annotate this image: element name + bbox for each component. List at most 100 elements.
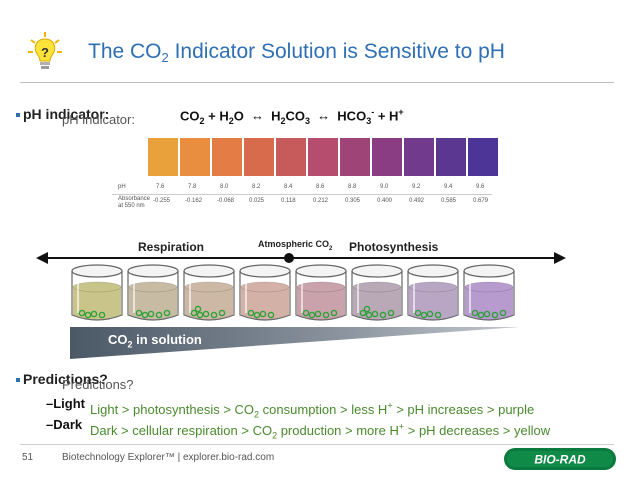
bullet-ph-indicator: pH indicator: <box>16 106 109 122</box>
svg-text:BIO-RAD: BIO-RAD <box>534 453 586 467</box>
ph-color-scale <box>148 138 500 176</box>
ph-value: 8.2 <box>252 184 261 190</box>
algae-bead <box>359 309 367 317</box>
algae-bead <box>330 309 338 317</box>
algae-bead <box>420 311 428 319</box>
algae-bead <box>363 305 371 313</box>
algae-bead <box>98 311 106 319</box>
beaker <box>239 264 291 321</box>
equilibrium-arrow-icon: ↔ <box>317 108 331 124</box>
algae-bead <box>483 310 491 318</box>
footer-text: Biotechnology Explorer™ | explorer.bio-r… <box>62 452 275 463</box>
ph-swatch <box>372 138 402 176</box>
predictions-overlay: Predictions? <box>62 377 134 392</box>
co2-scale-arrow <box>36 250 566 271</box>
ph-swatch <box>340 138 370 176</box>
ph-value: 9.6 <box>476 184 485 190</box>
equilibrium-arrow-icon: ↔ <box>251 108 264 124</box>
ph-value: 7.8 <box>188 184 197 190</box>
algae-bead <box>365 311 373 319</box>
algae-bead <box>194 305 202 313</box>
page-title: The CO2 Indicator Solution is Sensitive … <box>88 40 505 65</box>
algae-bead <box>141 311 149 319</box>
absorbance-value: 0.212 <box>313 198 329 204</box>
algae-bead <box>477 311 485 319</box>
algae-bead <box>78 309 86 317</box>
ph-swatch <box>180 138 210 176</box>
ph-swatch <box>244 138 274 176</box>
absorbance-value: 0.679 <box>473 198 489 204</box>
ph-value: 9.4 <box>444 184 453 190</box>
bullet-predictions: Predictions? <box>16 371 108 387</box>
footer-divider <box>20 444 614 445</box>
absorbance-value: 0.025 <box>249 198 265 204</box>
ph-value: 8.0 <box>220 184 229 190</box>
absorbance-value: 0.400 <box>377 198 393 204</box>
ph-swatch <box>468 138 498 176</box>
prediction-dark: –Dark <box>46 417 83 432</box>
algae-bead <box>259 310 267 318</box>
algae-bead <box>190 309 198 317</box>
algae-bead <box>247 309 255 317</box>
algae-bead <box>196 311 204 319</box>
algae-bead <box>387 309 395 317</box>
absorbance-value: 0.585 <box>441 198 457 204</box>
ph-swatch <box>404 138 434 176</box>
beaker <box>127 264 179 321</box>
ph-value: 7.6 <box>156 184 165 190</box>
algae-bead <box>253 311 261 319</box>
algae-bead <box>267 311 275 319</box>
co2-gradient-wedge <box>70 325 520 366</box>
algae-bead <box>135 309 143 317</box>
algae-bead <box>499 309 507 317</box>
algae-bead <box>308 311 316 319</box>
beaker <box>295 264 347 321</box>
algae-bead <box>302 309 310 317</box>
algae-bead <box>218 309 226 317</box>
algae-bead <box>322 311 330 319</box>
algae-bead <box>90 310 98 318</box>
svg-text:?: ? <box>41 45 49 60</box>
algae-bead <box>210 311 218 319</box>
photosynthesis-label: Photosynthesis <box>349 240 439 254</box>
co2-in-solution-label: CO2 in solution <box>108 332 202 350</box>
algae-bead <box>84 311 92 319</box>
beaker-row <box>70 263 520 327</box>
algae-bead <box>314 310 322 318</box>
algae-bead <box>426 310 434 318</box>
page-number: 51 <box>22 452 34 463</box>
absorbance-value: 0.492 <box>409 198 425 204</box>
ph-swatch <box>212 138 242 176</box>
absorbance-value: 0.305 <box>345 198 361 204</box>
absorbance-value: 0.118 <box>281 198 296 204</box>
algae-bead <box>414 309 422 317</box>
ph-indicator-overlay: pH indicator: <box>62 112 135 127</box>
carbonate-equation: CO2 + H2O ↔ H2CO3 ↔ HCO3- + H+ <box>180 107 404 126</box>
absorbance-row-label: Absorbance at 550 nm <box>118 196 151 209</box>
beaker <box>351 264 403 321</box>
ph-value: 8.8 <box>348 184 357 190</box>
ph-swatch <box>276 138 306 176</box>
prediction-light: –Light <box>46 396 85 411</box>
lightbulb-question-icon: ? <box>26 30 64 74</box>
table-divider <box>112 194 492 195</box>
algae-bead <box>379 311 387 319</box>
ph-row-label: pH <box>118 184 126 190</box>
ph-value: 8.6 <box>316 184 325 190</box>
algae-bead <box>202 310 210 318</box>
beaker <box>71 264 123 321</box>
respiration-label: Respiration <box>138 240 205 254</box>
ph-swatch <box>308 138 338 176</box>
ph-swatch <box>148 138 178 176</box>
ph-value: 9.2 <box>412 184 421 190</box>
algae-bead <box>491 311 499 319</box>
absorbance-value: -0.162 <box>185 198 203 204</box>
ph-swatch <box>436 138 466 176</box>
absorbance-value: -0.068 <box>217 198 235 204</box>
algae-bead <box>434 311 442 319</box>
beaker <box>463 264 515 321</box>
algae-bead <box>371 310 379 318</box>
algae-bead <box>147 310 155 318</box>
prediction-light-text: Light > photosynthesis > CO2 consumption… <box>90 401 535 420</box>
prediction-dark-text: Dark > cellular respiration > CO2 produc… <box>90 422 551 441</box>
